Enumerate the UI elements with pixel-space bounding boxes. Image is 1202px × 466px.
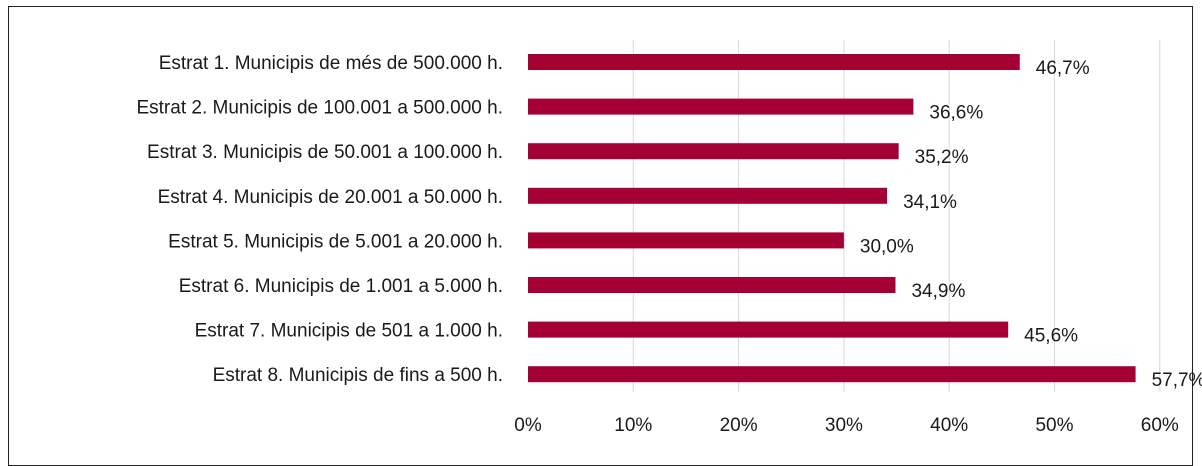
data-label: 30,0% <box>860 236 914 257</box>
category-label: Estrat 2. Municipis de 100.001 a 500.000… <box>136 98 503 119</box>
bar <box>528 277 896 293</box>
bar <box>528 143 899 160</box>
data-label: 46,7% <box>1036 58 1090 79</box>
bar <box>528 366 1136 383</box>
x-tick-label: 0% <box>514 415 542 436</box>
x-tick-label: 60% <box>1141 415 1179 436</box>
x-tick-label: 40% <box>930 415 968 436</box>
data-label: 34,9% <box>911 281 965 302</box>
category-label: Estrat 3. Municipis de 50.001 a 100.000 … <box>147 142 503 163</box>
data-label: 35,2% <box>915 147 969 168</box>
category-label: Estrat 4. Municipis de 20.001 a 50.000 h… <box>158 187 503 208</box>
category-label: Estrat 1. Municipis de més de 500.000 h. <box>159 53 503 74</box>
category-label: Estrat 8. Municipis de fins a 500 h. <box>213 365 503 386</box>
data-label: 57,7% <box>1152 370 1202 391</box>
category-label: Estrat 5. Municipis de 5.001 a 20.000 h. <box>168 231 503 252</box>
x-tick-label: 30% <box>825 415 863 436</box>
category-label: Estrat 7. Municipis de 501 a 1.000 h. <box>195 321 503 342</box>
bar <box>528 98 914 115</box>
x-tick-label: 10% <box>614 415 652 436</box>
bar-chart: 0% 10% 20% 30% 40% 50% 60% Estrat 1. Municipis … <box>136 40 1202 436</box>
data-label: 34,1% <box>903 192 957 213</box>
x-tick-label: 50% <box>1035 415 1073 436</box>
data-label: 45,6% <box>1024 326 1078 347</box>
bar <box>528 321 1009 338</box>
x-tick-label: 20% <box>720 415 758 436</box>
bar <box>528 232 844 249</box>
category-label: Estrat 6. Municipis de 1.001 a 5.000 h. <box>179 276 503 297</box>
data-label: 36,6% <box>929 103 983 124</box>
bar <box>528 54 1020 70</box>
bar <box>528 187 888 204</box>
